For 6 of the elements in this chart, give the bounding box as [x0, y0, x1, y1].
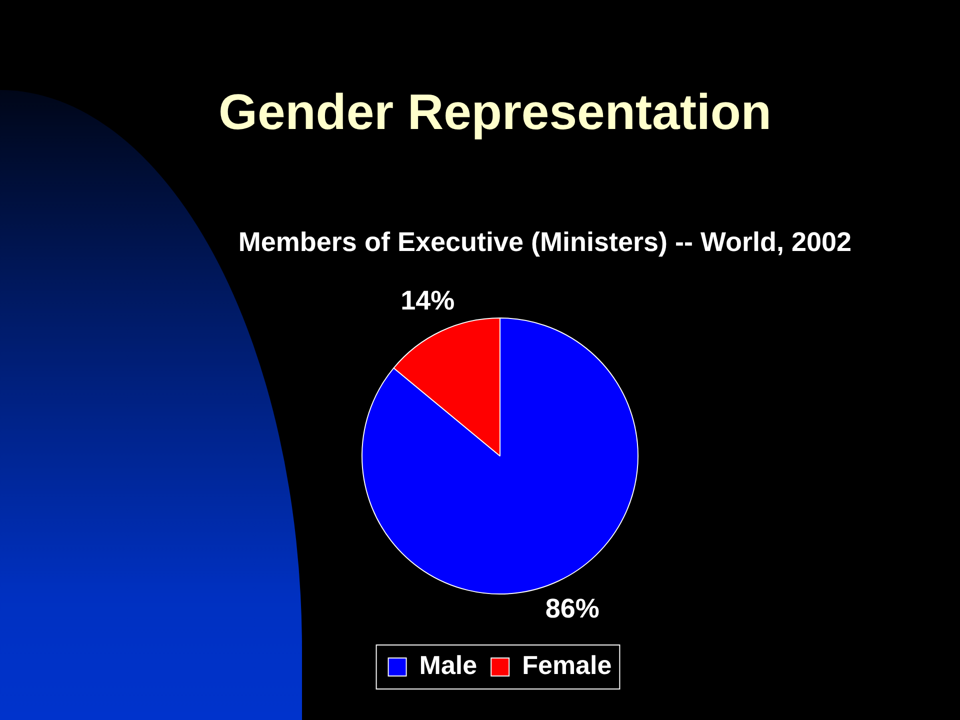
legend-label: Female	[522, 650, 612, 680]
chart-title: Gender Representation	[218, 83, 772, 142]
legend-label: Male	[419, 650, 478, 680]
chart-subtitle: Members of Executive (Ministers) -- World, 2002	[237, 226, 853, 259]
data-label: 14%	[400, 286, 455, 316]
data-label: 86%	[545, 593, 600, 624]
